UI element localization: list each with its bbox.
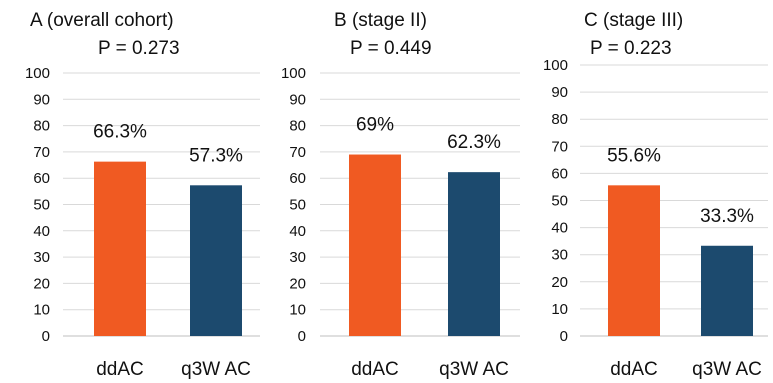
chart-title: A (overall cohort) — [30, 10, 174, 31]
y-tick-label: 70 — [33, 144, 50, 161]
x-category-label: ddAC — [96, 359, 144, 380]
data-label: 66.3% — [93, 122, 147, 143]
p-value-label: P = 0.449 — [350, 38, 432, 59]
x-category-label: q3W AC — [692, 359, 762, 380]
chart-title: B (stage II) — [334, 10, 427, 31]
y-tick-label: 10 — [551, 301, 568, 318]
p-value-label: P = 0.273 — [98, 38, 180, 59]
bar-q3w-ac — [701, 245, 753, 336]
y-tick-label: 20 — [289, 275, 306, 292]
y-tick-label: 60 — [33, 170, 50, 187]
y-tick-label: 0 — [42, 328, 50, 345]
y-tick-label: 90 — [551, 84, 568, 101]
chart-panel-2: 0 10 20 30 40 50 60 70 80 90 100 69% 62.3% ddAC q3W AC… — [281, 10, 520, 380]
chart-title: C (stage III) — [584, 10, 683, 31]
data-label: 57.3% — [189, 145, 243, 166]
y-tick-label: 40 — [289, 223, 306, 240]
y-tick-label: 0 — [560, 328, 568, 345]
y-tick-label: 70 — [551, 138, 568, 155]
x-category-label: q3W AC — [439, 359, 509, 380]
x-category-label: q3W AC — [181, 359, 251, 380]
y-tick-label: 20 — [551, 274, 568, 291]
y-tick-label: 80 — [551, 111, 568, 128]
data-label: 33.3% — [700, 206, 754, 227]
x-category-label: ddAC — [610, 359, 658, 380]
x-category-label: ddAC — [351, 359, 399, 380]
y-tick-label: 30 — [33, 249, 50, 266]
y-tick-label: 60 — [551, 165, 568, 182]
y-tick-label: 100 — [25, 65, 50, 82]
bar-ddac — [608, 185, 660, 336]
data-label: 69% — [356, 115, 394, 136]
chart-panel-1: 0 10 20 30 40 50 60 70 80 90 100 66.3% 57.3% ddAC q3W … — [25, 10, 260, 380]
y-tick-label: 100 — [281, 65, 306, 82]
y-tick-label: 30 — [289, 249, 306, 266]
data-label: 62.3% — [447, 132, 501, 153]
y-tick-label: 50 — [551, 193, 568, 210]
y-tick-label: 70 — [289, 144, 306, 161]
y-tick-label: 90 — [33, 91, 50, 108]
y-tick-label: 40 — [33, 223, 50, 240]
bar-q3w-ac — [448, 172, 500, 336]
y-tick-label: 40 — [551, 220, 568, 237]
y-tick-label: 10 — [33, 302, 50, 319]
y-tick-label: 20 — [33, 275, 50, 292]
y-tick-label: 50 — [289, 197, 306, 214]
y-tick-label: 0 — [298, 328, 306, 345]
bar-ddac — [349, 154, 401, 336]
y-tick-label: 50 — [33, 197, 50, 214]
bar-ddac — [94, 161, 146, 336]
y-tick-label: 90 — [289, 91, 306, 108]
y-tick-label: 80 — [289, 118, 306, 135]
bar-q3w-ac — [190, 185, 242, 336]
y-tick-label: 60 — [289, 170, 306, 187]
y-tick-label: 10 — [289, 302, 306, 319]
y-tick-label: 80 — [33, 118, 50, 135]
chart-panel-3: 0 10 20 30 40 50 60 70 80 90 100 55.6% 33.3% ddAC q3W … — [543, 10, 768, 380]
p-value-label: P = 0.223 — [590, 38, 672, 59]
data-label: 55.6% — [607, 145, 661, 166]
y-tick-label: 30 — [551, 247, 568, 264]
y-tick-label: 100 — [543, 57, 568, 74]
